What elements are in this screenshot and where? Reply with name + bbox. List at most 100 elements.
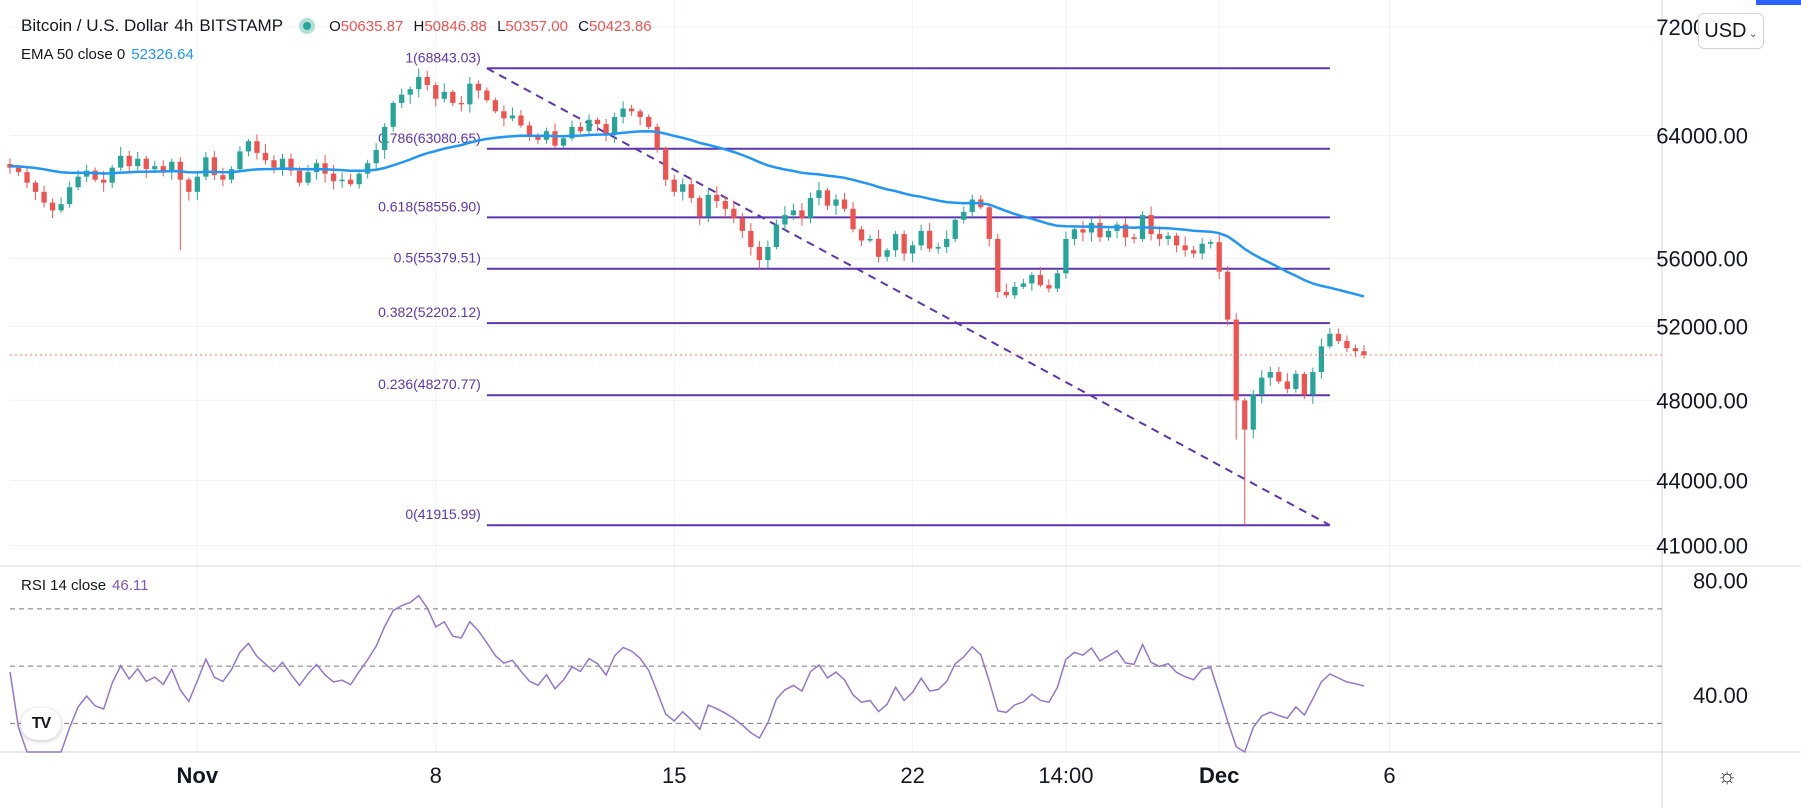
candle-body bbox=[722, 201, 728, 209]
candle-body bbox=[32, 182, 39, 192]
candle-body bbox=[407, 89, 413, 95]
candle-body bbox=[1293, 373, 1299, 389]
candle-body bbox=[680, 184, 686, 192]
candle-body bbox=[927, 230, 933, 249]
candle-body bbox=[1284, 381, 1290, 389]
candle-body bbox=[390, 102, 396, 127]
candle-body bbox=[305, 172, 311, 183]
candle-body bbox=[101, 179, 107, 183]
candle-body bbox=[901, 234, 907, 254]
candle-body bbox=[416, 76, 422, 90]
high-value: 50846.88 bbox=[424, 17, 487, 35]
candle-body bbox=[254, 141, 260, 153]
time-tick-label: Nov bbox=[177, 763, 219, 788]
candle-body bbox=[1148, 215, 1154, 235]
close-value: 50423.86 bbox=[589, 17, 652, 35]
candle-body bbox=[49, 202, 56, 211]
time-tick-label: 15 bbox=[662, 763, 686, 788]
candle-body bbox=[186, 179, 192, 192]
candle-body bbox=[637, 111, 643, 117]
candle-body bbox=[279, 158, 286, 168]
price-tick-label: 44000.00 bbox=[1656, 469, 1748, 494]
ema-legend[interactable]: EMA 50 close 0 52326.64 bbox=[21, 46, 194, 63]
candle-body bbox=[1012, 286, 1018, 296]
candle-body bbox=[92, 170, 98, 180]
ohlc-values: O50635.87 H50846.88 L50357.00 C50423.86 bbox=[329, 18, 658, 35]
candle-body bbox=[365, 163, 371, 174]
time-tick-label: 8 bbox=[430, 763, 442, 788]
candle-body bbox=[1208, 242, 1214, 244]
close-key: C bbox=[578, 17, 590, 35]
candle-body bbox=[203, 157, 209, 177]
candle-body bbox=[1250, 394, 1256, 430]
candle-body bbox=[765, 246, 771, 261]
rsi-value: 46.11 bbox=[112, 577, 149, 594]
candle-body bbox=[169, 161, 175, 173]
candle-body bbox=[799, 210, 805, 219]
candle-body bbox=[560, 138, 567, 146]
candle-body bbox=[126, 155, 132, 167]
candle-body bbox=[7, 163, 13, 168]
candle-body bbox=[748, 230, 754, 247]
fib-trend-line bbox=[486, 67, 1331, 527]
candle-body bbox=[484, 90, 490, 101]
symbol-legend[interactable]: Bitcoin / U.S. Dollar 4h BITSTAMP O50635… bbox=[21, 16, 658, 36]
candle-body bbox=[816, 190, 822, 198]
candle-body bbox=[1216, 242, 1222, 272]
candle-body bbox=[237, 151, 243, 170]
candle-body bbox=[1233, 319, 1239, 401]
candle-body bbox=[41, 191, 47, 203]
candle-body bbox=[467, 83, 473, 105]
candle-body bbox=[288, 158, 294, 171]
candle-body bbox=[313, 163, 320, 173]
candle-body bbox=[1165, 235, 1171, 239]
candle-body bbox=[620, 108, 626, 117]
candle-body bbox=[909, 245, 916, 254]
candle-body bbox=[1199, 243, 1205, 254]
currency-label: USD bbox=[1704, 19, 1747, 42]
candle-body bbox=[1310, 372, 1316, 395]
candle-body bbox=[347, 179, 354, 185]
tradingview-logo[interactable]: TV bbox=[21, 708, 61, 740]
candle-body bbox=[952, 219, 958, 239]
candle-body bbox=[569, 126, 575, 139]
candle-body bbox=[833, 199, 839, 206]
open-key: O bbox=[329, 17, 341, 35]
rsi-legend[interactable]: RSI 14 close 46.11 bbox=[21, 577, 148, 594]
candle-body bbox=[824, 190, 831, 206]
candle-body bbox=[424, 76, 430, 86]
candle-body bbox=[697, 197, 703, 217]
interval: 4h bbox=[174, 16, 194, 35]
candle-body bbox=[892, 234, 899, 251]
rsi-bands bbox=[10, 608, 1662, 724]
candle-body bbox=[986, 207, 992, 239]
candle-body bbox=[663, 148, 669, 180]
candle-body bbox=[475, 83, 481, 91]
currency-button[interactable]: USD ⌄ bbox=[1698, 13, 1764, 49]
candle-body bbox=[577, 126, 584, 132]
candle-body bbox=[160, 166, 166, 173]
candle-body bbox=[705, 194, 711, 217]
candle-body bbox=[1037, 275, 1044, 286]
candle-body bbox=[492, 100, 499, 112]
candle-body bbox=[1335, 333, 1342, 341]
candle-body bbox=[271, 160, 277, 168]
candlestick-series bbox=[7, 68, 1367, 526]
candle-body bbox=[1046, 285, 1052, 289]
rsi-tick-label: 80.00 bbox=[1693, 568, 1748, 593]
open-value: 50635.87 bbox=[340, 17, 404, 35]
candle-body bbox=[450, 91, 456, 103]
candle-body bbox=[1054, 273, 1061, 289]
candle-body bbox=[509, 115, 516, 119]
candle-body bbox=[373, 149, 379, 164]
ema-value: 52326.64 bbox=[131, 46, 194, 63]
candle-body bbox=[441, 91, 447, 99]
exchange: BITSTAMP bbox=[199, 16, 284, 35]
price-tick-label: 64000.00 bbox=[1656, 123, 1748, 148]
candle-body bbox=[399, 94, 405, 103]
gear-icon[interactable]: ☼ bbox=[1717, 763, 1738, 788]
candle-body bbox=[594, 119, 601, 125]
candle-body bbox=[782, 215, 788, 225]
chevron-down-icon: ⌄ bbox=[1748, 27, 1758, 40]
